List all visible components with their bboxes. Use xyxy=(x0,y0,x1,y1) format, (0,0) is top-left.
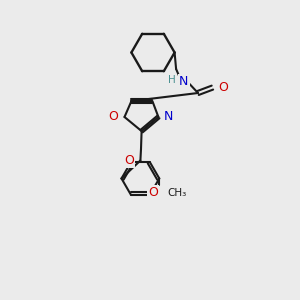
Text: O: O xyxy=(124,154,134,167)
Text: CH₃: CH₃ xyxy=(168,188,187,198)
Text: O: O xyxy=(109,110,118,124)
Text: O: O xyxy=(148,186,158,200)
Text: N: N xyxy=(179,75,189,88)
Text: O: O xyxy=(218,81,228,94)
Text: N: N xyxy=(164,110,173,124)
Text: H: H xyxy=(168,75,176,85)
